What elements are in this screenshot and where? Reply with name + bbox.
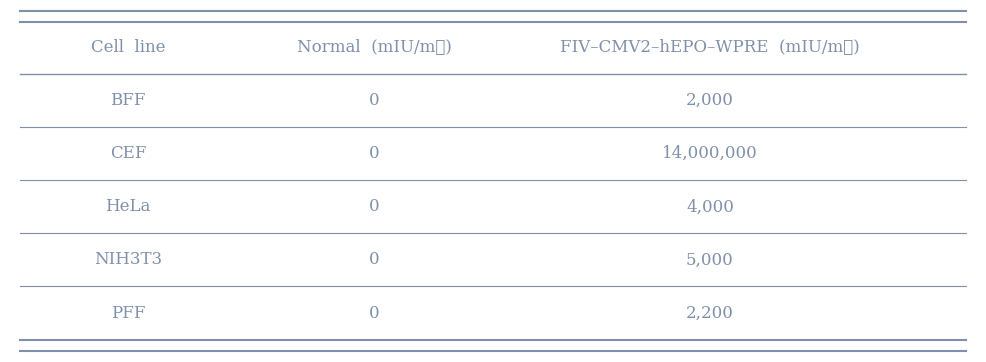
Text: Normal  (mIU/mℓ): Normal (mIU/mℓ) [297, 39, 453, 56]
Text: NIH3T3: NIH3T3 [94, 252, 163, 269]
Text: 4,000: 4,000 [686, 198, 734, 215]
Text: HeLa: HeLa [106, 198, 151, 215]
Text: 0: 0 [370, 145, 380, 162]
Text: 0: 0 [370, 304, 380, 321]
Text: FIV–CMV2–hEPO–WPRE  (mIU/mℓ): FIV–CMV2–hEPO–WPRE (mIU/mℓ) [560, 39, 860, 56]
Text: BFF: BFF [110, 92, 146, 109]
Text: 2,200: 2,200 [686, 304, 734, 321]
Text: CEF: CEF [109, 145, 147, 162]
Text: 0: 0 [370, 198, 380, 215]
Text: 5,000: 5,000 [686, 252, 734, 269]
Text: 0: 0 [370, 92, 380, 109]
Text: 14,000,000: 14,000,000 [662, 145, 758, 162]
Text: Cell  line: Cell line [91, 39, 166, 56]
Text: PFF: PFF [111, 304, 145, 321]
Text: 0: 0 [370, 252, 380, 269]
Text: 2,000: 2,000 [686, 92, 734, 109]
